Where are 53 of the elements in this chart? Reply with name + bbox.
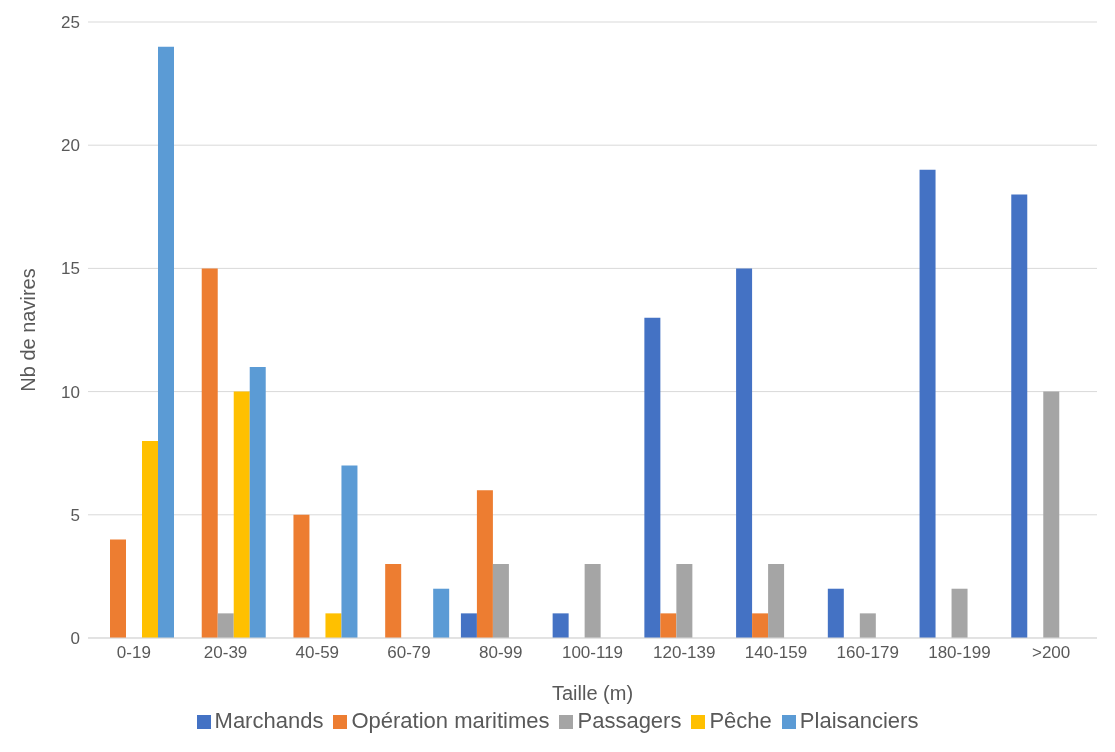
y-tick-label: 15 bbox=[61, 259, 80, 279]
bar bbox=[1011, 194, 1028, 638]
bar bbox=[460, 613, 477, 638]
x-tick-label: 60-79 bbox=[387, 643, 431, 663]
y-tick-label: 20 bbox=[61, 136, 80, 156]
bar bbox=[158, 46, 174, 638]
bar bbox=[827, 588, 844, 638]
bar bbox=[859, 613, 876, 638]
bar bbox=[341, 465, 358, 638]
bar bbox=[676, 564, 693, 638]
bar bbox=[919, 169, 936, 638]
legend-label: Opération maritimes bbox=[351, 708, 550, 733]
bar bbox=[385, 564, 402, 638]
bar bbox=[325, 613, 342, 638]
x-tick-label: 40-59 bbox=[295, 643, 340, 663]
bar bbox=[233, 391, 250, 638]
x-tick-label: >200 bbox=[1031, 643, 1071, 663]
bar bbox=[768, 564, 785, 638]
bar bbox=[492, 564, 509, 638]
x-tick-label: 120-139 bbox=[653, 643, 716, 663]
x-tick-label: 0-19 bbox=[116, 643, 151, 663]
x-tick-label: 100-119 bbox=[561, 643, 624, 663]
bar bbox=[584, 564, 601, 638]
bar bbox=[736, 268, 753, 638]
x-tick-label: 80-99 bbox=[479, 643, 523, 663]
bar bbox=[110, 539, 126, 638]
bar bbox=[217, 613, 234, 638]
legend-label: Pêche bbox=[709, 708, 772, 733]
x-tick-label: 160-179 bbox=[836, 643, 899, 663]
bar bbox=[1043, 391, 1060, 638]
x-tick-label: 140-159 bbox=[744, 643, 808, 663]
bar bbox=[660, 613, 677, 638]
bar bbox=[476, 490, 493, 638]
bar bbox=[552, 613, 569, 638]
y-tick-label: 10 bbox=[61, 382, 80, 402]
bar bbox=[752, 613, 769, 638]
y-tick-label: 25 bbox=[61, 13, 80, 33]
y-tick-label: 0 bbox=[70, 629, 80, 649]
bar bbox=[293, 514, 310, 638]
bar bbox=[249, 366, 266, 638]
legend-label: Plaisanciers bbox=[799, 708, 919, 733]
x-tick-label: 180-199 bbox=[928, 643, 991, 663]
bar bbox=[644, 317, 661, 638]
bar bbox=[433, 588, 450, 638]
y-tick-label: 5 bbox=[70, 505, 80, 525]
legend-label: Marchands bbox=[214, 708, 324, 733]
bar bbox=[142, 440, 158, 638]
bar bbox=[201, 268, 218, 638]
bar bbox=[951, 588, 968, 638]
x-tick-label: 20-39 bbox=[203, 643, 248, 663]
y-axis-title: Nb de navires bbox=[17, 268, 40, 392]
x-axis-title: Taille (m) bbox=[551, 682, 634, 704]
legend-label: Passagers bbox=[577, 708, 682, 733]
